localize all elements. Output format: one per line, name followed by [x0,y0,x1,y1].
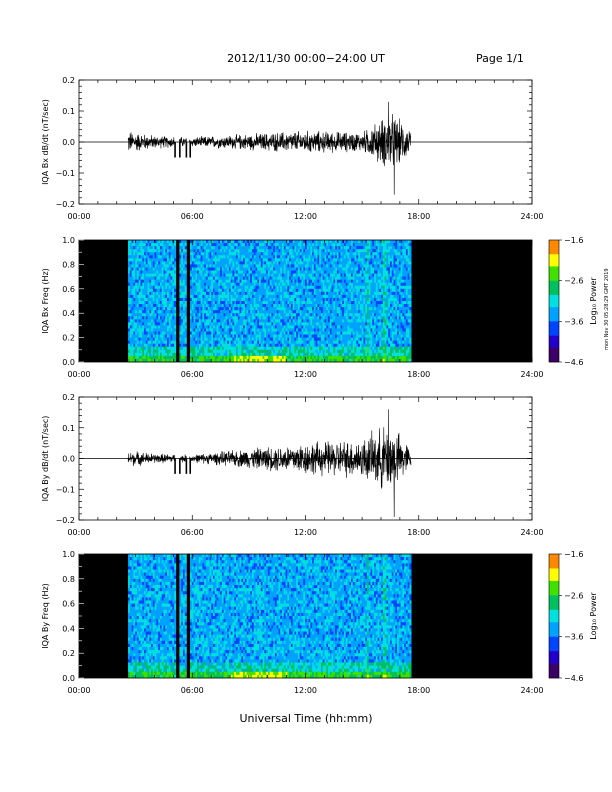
gap-edge [189,458,192,474]
y-tick-label: 0.6 [62,600,75,609]
plot-title: 2012/11/30 00:00−24:00 UT [227,52,385,65]
x-tick-label: 00:00 [67,528,90,537]
x-tick-label: 06:00 [181,370,204,379]
y-tick-label: 0.1 [62,424,75,433]
gap-edge [179,142,181,158]
colorbar-label: Log₁₀ Power [589,277,598,325]
y-tick-label: 0.2 [62,393,75,402]
colorbar-tick-label: −4.6 [564,358,583,367]
y-tick-label: 1.0 [62,550,75,559]
y-axis-title: IQA By dB/dt (nT/sec) [41,416,50,502]
colorbar-tick-label: −2.6 [564,277,583,286]
colorbar-tick-label: −1.6 [564,236,583,245]
x-tick-label: 18:00 [407,370,430,379]
series-trace [127,101,412,195]
y-tick-label: −0.1 [56,169,75,178]
colorbar-frame [548,239,560,363]
y-tick-label: 1.0 [62,236,75,245]
y-tick-label: 0.0 [62,674,75,683]
y-axis-title: IQA Bx dB/dt (nT/sec) [41,99,50,185]
y-tick-label: −0.2 [56,516,75,525]
x-tick-label: 06:00 [181,212,204,221]
y-tick-label: 0.2 [62,76,75,85]
colorbar-tick-label: −2.6 [564,591,583,600]
x-tick-label: 18:00 [407,686,430,695]
x-tick-label: 18:00 [407,528,430,537]
x-tick-label: 18:00 [407,212,430,221]
x-tick-label: 24:00 [520,528,543,537]
colorbar-tick-label: −3.6 [564,317,583,326]
x-tick-label: 00:00 [67,370,90,379]
y-tick-label: 0.1 [62,107,75,116]
y-axis-title: IQA Bx Freq (Hz) [41,268,50,334]
colorbar-label: Log₁₀ Power [589,592,598,640]
gap-edge [174,458,176,474]
y-tick-label: 0.4 [62,624,75,633]
colorbar [549,554,559,679]
y-axis-title: IQA By Freq (Hz) [41,583,50,649]
y-tick-label: 0.8 [62,575,75,584]
x-tick-label: 00:00 [67,212,90,221]
gap-edge [185,142,188,158]
x-tick-label: 12:00 [294,370,317,379]
x-tick-label: 12:00 [294,212,317,221]
x-tick-label: 24:00 [520,212,543,221]
x-tick-label: 12:00 [294,686,317,695]
spectrogram-cells [128,554,412,679]
y-tick-label: 0.0 [62,358,75,367]
y-tick-label: 0.2 [62,334,75,343]
y-tick-label: −0.2 [56,200,75,209]
y-tick-label: 0.2 [62,649,75,658]
x-tick-label: 12:00 [294,528,317,537]
x-tick-label: 06:00 [181,528,204,537]
y-tick-label: 0.8 [62,260,75,269]
gap-edge [174,142,176,158]
colorbar-tick-label: −1.6 [564,550,583,559]
y-tick-label: −0.1 [56,485,75,494]
x-tick-label: 24:00 [520,370,543,379]
gap-edge [189,142,192,158]
page-number: Page 1/1 [476,52,524,65]
x-tick-label: 00:00 [67,686,90,695]
x-tick-label: 06:00 [181,686,204,695]
spectrogram-cells [128,240,412,363]
colorbar-tick-label: −3.6 [564,633,583,642]
y-tick-label: 0.0 [62,455,75,464]
colorbar-frame [548,553,560,679]
colorbar [549,240,559,363]
y-tick-label: 0.0 [62,138,75,147]
x-tick-label: 24:00 [520,686,543,695]
y-tick-label: 0.4 [62,309,75,318]
x-axis-title: Universal Time (hh:mm) [239,712,373,725]
gap-edge [179,458,181,474]
gap-edge [185,458,188,474]
y-tick-label: 0.6 [62,285,75,294]
colorbar-tick-label: −4.6 [564,674,583,683]
